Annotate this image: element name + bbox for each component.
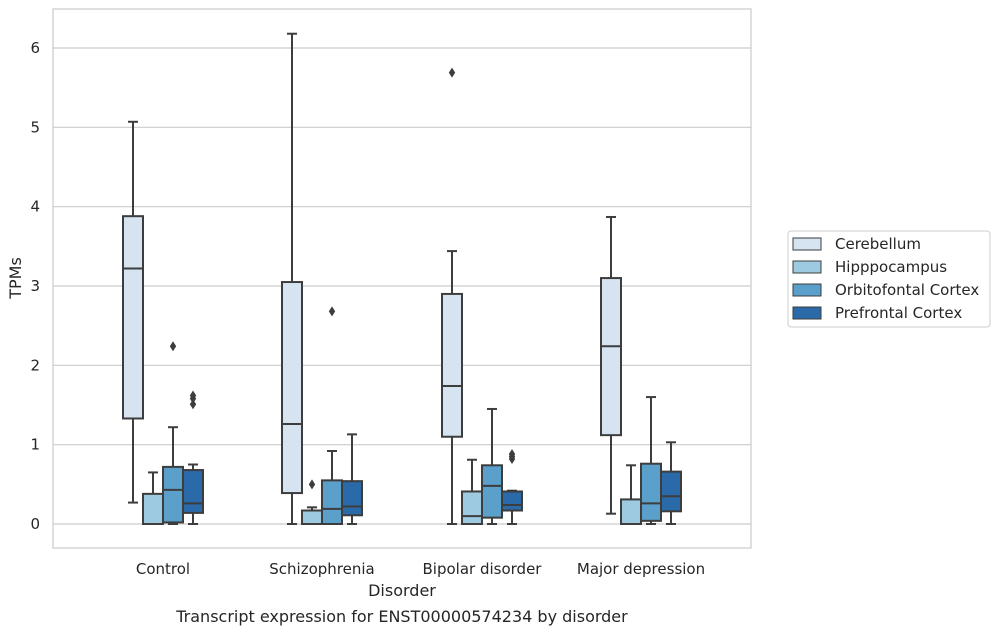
box-iqr	[640, 462, 662, 522]
box-2-1	[321, 306, 343, 526]
x-tick-label: Schizophrenia	[269, 560, 374, 578]
legend-label: Hipppocampus	[835, 258, 947, 276]
plot-frame	[52, 8, 752, 549]
outlier-point	[448, 67, 456, 78]
box-iqr	[461, 490, 483, 525]
box-layer	[122, 32, 682, 526]
box-1-0	[142, 471, 164, 525]
box-2-2	[481, 407, 503, 525]
legend-label: Cerebellum	[835, 235, 921, 253]
box-iqr	[321, 479, 343, 526]
box-iqr	[620, 498, 642, 526]
y-tick-label: 3	[30, 277, 40, 295]
y-tick-label: 1	[30, 436, 40, 454]
legend-swatch	[792, 306, 822, 320]
box-0-0	[122, 120, 144, 504]
legend-label: Prefrontal Cortex	[835, 304, 962, 322]
box-iqr	[301, 509, 323, 526]
box-3-0	[182, 390, 204, 525]
legend-frame	[787, 230, 991, 328]
legend-label: Orbitofontal Cortex	[835, 281, 979, 299]
y-tick-label: 4	[30, 198, 40, 216]
y-tick-label: 5	[30, 118, 40, 136]
x-tick-labels: Control Schizophrenia Bipolar disorder Majo…	[136, 560, 705, 578]
box-2-3	[640, 396, 662, 525]
legend-swatch	[792, 237, 822, 251]
x-axis-label: Disorder	[368, 581, 436, 600]
outlier-point	[189, 390, 197, 401]
box-iqr	[501, 490, 523, 512]
legend: Cerebellum Hipppocampus Orbitofontal Corte…	[787, 230, 991, 328]
box-iqr	[281, 281, 303, 495]
box-iqr	[600, 277, 622, 437]
box-iqr	[142, 492, 164, 525]
box-iqr	[441, 292, 463, 438]
box-0-1	[281, 32, 303, 525]
outlier-point	[308, 479, 316, 490]
box-iqr	[122, 215, 144, 420]
x-tick-label: Bipolar disorder	[423, 560, 543, 578]
legend-swatch	[792, 260, 822, 274]
box-1-1	[301, 479, 323, 526]
box-0-3	[600, 215, 622, 515]
x-tick-label: Major depression	[577, 560, 705, 578]
outlier-point	[169, 341, 177, 352]
y-tick-label: 6	[30, 39, 40, 57]
outlier-point	[189, 399, 197, 410]
box-3-1	[341, 433, 363, 525]
legend-swatch	[792, 283, 822, 297]
y-tick-label: 2	[30, 356, 40, 374]
box-3-3	[660, 441, 682, 525]
box-iqr	[481, 464, 503, 519]
box-iqr	[660, 470, 682, 513]
box-3-2	[501, 449, 523, 525]
box-iqr	[341, 480, 363, 517]
chart-caption: Transcript expression for ENST0000057423…	[175, 607, 628, 626]
outlier-point	[328, 306, 336, 317]
y-tick-label: 0	[30, 515, 40, 533]
outlier-point	[508, 449, 516, 460]
y-tick-labels: 0 1 2 3 4 5 6	[30, 39, 40, 533]
box-iqr	[162, 465, 184, 524]
box-0-2	[441, 67, 463, 525]
box-iqr	[182, 469, 204, 514]
y-axis-label: TPMs	[6, 257, 25, 300]
x-tick-label: Control	[136, 560, 190, 578]
